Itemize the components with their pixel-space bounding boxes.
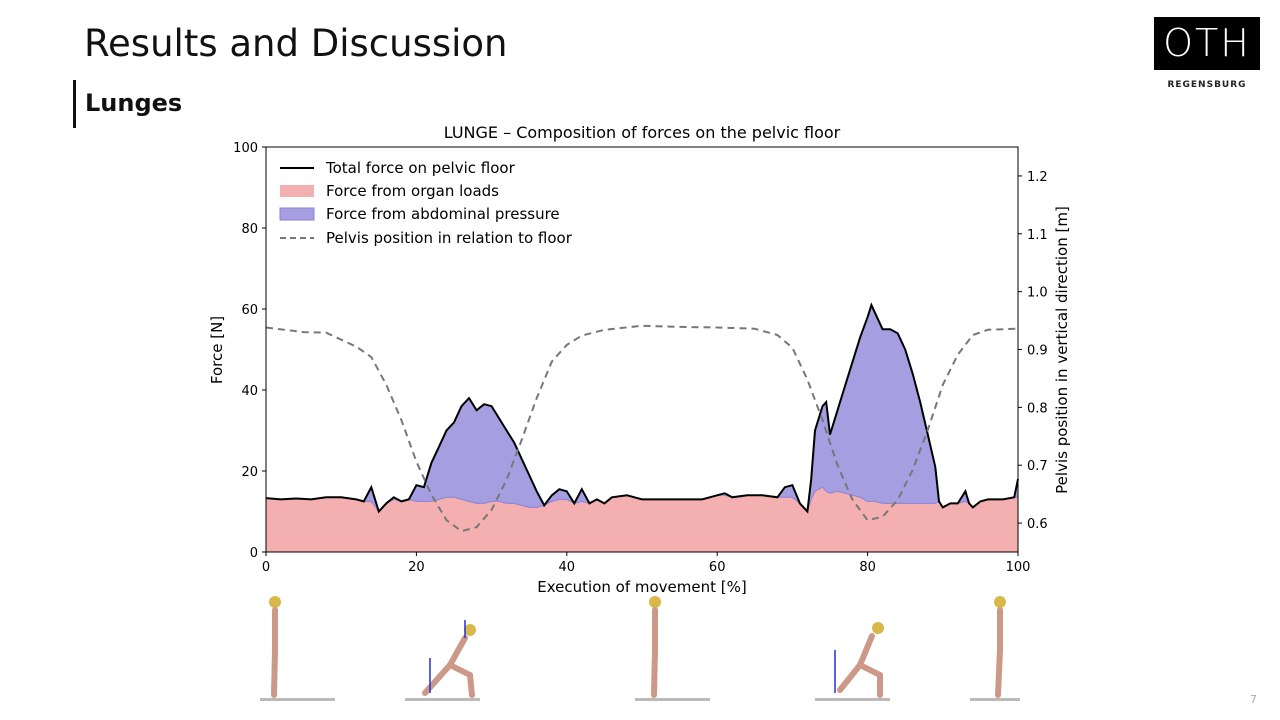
slide-title: Results and Discussion xyxy=(84,22,508,65)
x-tick-label: 20 xyxy=(408,560,425,575)
x-tick-label: 80 xyxy=(859,560,876,575)
y2-tick-label: 1.2 xyxy=(1027,170,1048,185)
y-tick-label: 40 xyxy=(241,384,258,399)
y2-tick-label: 0.6 xyxy=(1027,517,1048,532)
y-axis-label: Force [N] xyxy=(208,316,226,384)
x-tick-label: 0 xyxy=(262,560,270,575)
standing-figure-3 xyxy=(994,596,1006,698)
lunge-figure-1 xyxy=(422,624,476,698)
logo-subtitle: REGENSBURG xyxy=(1167,80,1247,90)
pelvis-position-line xyxy=(265,324,1019,533)
legend-label: Total force on pelvic floor xyxy=(325,159,516,177)
y2-tick-label: 0.8 xyxy=(1027,401,1048,416)
legend-label: Force from abdominal pressure xyxy=(326,205,560,223)
chart-title: LUNGE – Composition of forces on the pel… xyxy=(444,123,841,142)
legend-label: Force from organ loads xyxy=(326,182,499,200)
x-tick-label: 40 xyxy=(559,560,576,575)
force-vectors xyxy=(429,620,836,693)
slide-subtitle: Lunges xyxy=(85,89,183,117)
y2-tick-label: 1.1 xyxy=(1027,228,1048,243)
x-tick-label: 100 xyxy=(1006,560,1031,575)
oth-logo: OTH xyxy=(1154,17,1260,70)
x-axis-label: Execution of movement [%] xyxy=(537,578,746,596)
chart: 0 20 40 60 80 100 0 20 40 60 80 100 0.6 0.7 0.8 0.9 1.0 1… xyxy=(208,123,1071,596)
y2-tick-label: 1.0 xyxy=(1027,286,1048,301)
abdominal-pressure-area xyxy=(266,305,1018,512)
legend-label: Pelvis position in relation to floor xyxy=(326,229,573,247)
organ-loads-area xyxy=(266,487,1018,552)
y-tick-label: 60 xyxy=(241,303,258,318)
y-tick-label: 0 xyxy=(250,546,258,561)
lunge-sequence-figures xyxy=(260,596,1020,701)
total-force-line xyxy=(265,302,1019,514)
legend: Total force on pelvic floor Force from o… xyxy=(279,159,573,247)
legend-swatch-organ xyxy=(280,185,314,197)
y2-tick-label: 0.9 xyxy=(1027,344,1048,359)
standing-figure-2 xyxy=(649,596,661,698)
y2-axis-label: Pelvis position in vertical direction [m… xyxy=(1053,206,1071,494)
floor-plates xyxy=(260,698,1020,701)
legend-swatch-abdominal xyxy=(279,207,315,221)
y-tick-label: 100 xyxy=(233,141,258,156)
lunge-figure-2 xyxy=(837,622,884,698)
standing-figure-1 xyxy=(269,596,281,698)
y-tick-label: 20 xyxy=(241,465,258,480)
page-number: 7 xyxy=(1250,693,1257,706)
y2-tick-label: 0.7 xyxy=(1027,459,1048,474)
subtitle-bar xyxy=(73,80,76,128)
x-tick-label: 60 xyxy=(709,560,726,575)
y-tick-label: 80 xyxy=(241,222,258,237)
